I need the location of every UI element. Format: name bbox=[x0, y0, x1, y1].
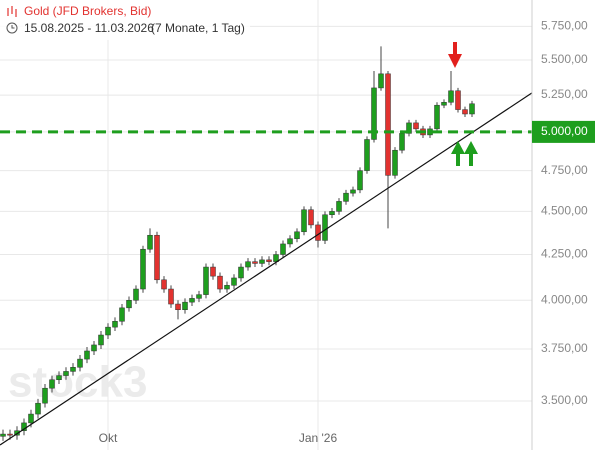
header: Gold (JFD Brokers, Bid) 15.08.2025 - 11.… bbox=[0, 0, 250, 40]
candle-body bbox=[133, 288, 139, 301]
candle-body bbox=[399, 133, 405, 151]
candle-body bbox=[448, 90, 454, 103]
candle-body bbox=[343, 192, 349, 202]
candle-body bbox=[245, 261, 251, 268]
y-tick-label: 4.000,00 bbox=[541, 292, 588, 306]
arrow-up bbox=[451, 141, 478, 166]
candle-body bbox=[49, 379, 55, 389]
y-tick-label: 4.250,00 bbox=[541, 247, 588, 261]
candle-body bbox=[455, 90, 461, 110]
candle-body bbox=[329, 211, 335, 215]
candle-body bbox=[392, 149, 398, 176]
date-range: 15.08.2025 - 11.03.2026 bbox=[24, 21, 154, 35]
candle-body bbox=[385, 73, 391, 176]
candle-body bbox=[413, 122, 419, 130]
candle-body bbox=[322, 214, 328, 241]
candle-body bbox=[112, 321, 118, 328]
candle-body bbox=[147, 234, 153, 250]
candle-body bbox=[210, 266, 216, 277]
period: (7 Monate, 1 Tag) bbox=[151, 21, 245, 35]
candle-body bbox=[70, 367, 76, 372]
candle-body bbox=[252, 261, 258, 264]
y-tick-label: 5.500,00 bbox=[541, 52, 588, 66]
candle-body bbox=[56, 375, 62, 381]
y-tick-label: 5.750,00 bbox=[541, 19, 588, 33]
candle-body bbox=[427, 128, 433, 136]
trendline bbox=[0, 92, 533, 446]
x-tick-label: Jan '26 bbox=[299, 431, 338, 445]
y-tick-label: 3.750,00 bbox=[541, 341, 588, 355]
price-label-box bbox=[532, 120, 595, 143]
candle-body bbox=[434, 104, 440, 130]
candle-body bbox=[91, 344, 97, 352]
candle-body bbox=[98, 334, 104, 346]
candle-body bbox=[462, 109, 468, 115]
candle-body bbox=[84, 350, 90, 360]
candle-body bbox=[77, 358, 83, 368]
candle-body bbox=[42, 387, 48, 404]
y-tick-label: 3.500,00 bbox=[541, 393, 588, 407]
candle-body bbox=[301, 209, 307, 233]
candle-body bbox=[238, 266, 244, 279]
candle-body bbox=[154, 234, 160, 281]
candle-body bbox=[336, 201, 342, 212]
candle-body bbox=[168, 288, 174, 305]
candle-body bbox=[231, 277, 237, 286]
candle-body bbox=[203, 266, 209, 295]
candle-body bbox=[126, 300, 132, 309]
candle-body bbox=[364, 139, 370, 171]
candle-body bbox=[182, 301, 188, 311]
y-tick-label: 4.750,00 bbox=[541, 163, 588, 177]
candle-body bbox=[119, 307, 125, 322]
candle-body bbox=[371, 87, 377, 140]
candle-body bbox=[161, 279, 167, 290]
candle-body bbox=[7, 433, 13, 436]
candle-body bbox=[259, 259, 265, 264]
candle-body bbox=[0, 433, 6, 437]
candle-body bbox=[280, 243, 286, 255]
candle-body bbox=[217, 275, 223, 290]
candle-body bbox=[287, 238, 293, 245]
arrow-down bbox=[448, 42, 462, 68]
candle-body bbox=[189, 298, 195, 303]
candle-body bbox=[14, 430, 20, 436]
y-tick-label: 5.250,00 bbox=[541, 87, 588, 101]
x-tick-label: Okt bbox=[99, 431, 118, 445]
candle-body bbox=[28, 413, 34, 424]
candle-body bbox=[63, 371, 69, 376]
y-tick-label: 4.500,00 bbox=[541, 204, 588, 218]
candle-body bbox=[469, 103, 475, 115]
candle-body bbox=[308, 209, 314, 226]
candle-body bbox=[350, 189, 356, 194]
candle-body bbox=[105, 326, 111, 336]
candle-body bbox=[224, 285, 230, 290]
candle-body bbox=[441, 102, 447, 106]
candle-body bbox=[266, 259, 272, 262]
candle-body bbox=[378, 73, 384, 89]
price-label: 5.000,00 bbox=[541, 124, 588, 138]
candle-body bbox=[35, 402, 41, 415]
candle-body bbox=[294, 231, 300, 239]
candle-body bbox=[140, 248, 146, 290]
plot-area: Okt Jan '26 bbox=[0, 0, 533, 450]
candle-body bbox=[175, 303, 181, 311]
candle-body bbox=[357, 170, 363, 191]
chart-title: Gold (JFD Brokers, Bid) bbox=[24, 4, 151, 18]
candle-body bbox=[196, 294, 202, 299]
candle-body bbox=[406, 122, 412, 134]
